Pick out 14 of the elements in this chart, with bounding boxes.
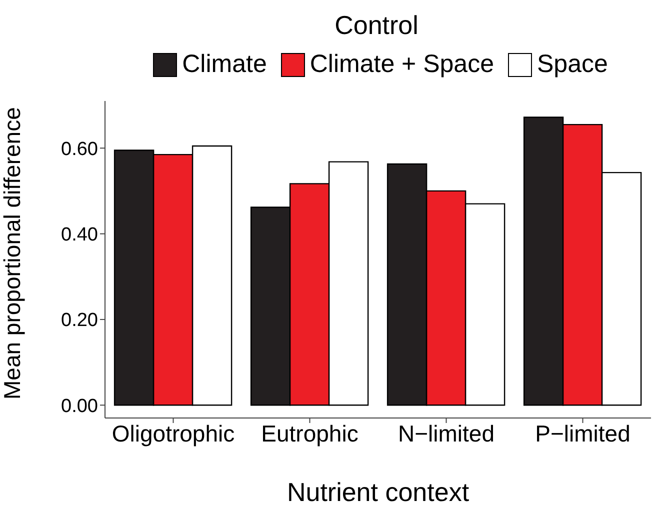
x-axis-title: Nutrient context bbox=[286, 477, 470, 507]
legend-label: Space bbox=[536, 50, 608, 79]
y-axis-title: Mean proportional difference bbox=[0, 107, 26, 400]
y-tick-label: 0.20 bbox=[61, 310, 98, 332]
y-tick-label: 0.60 bbox=[61, 138, 98, 160]
x-tick-label: Oligotrophic bbox=[112, 420, 235, 446]
x-tick-label: N−limited bbox=[398, 420, 495, 446]
chart-title: Control bbox=[334, 10, 420, 41]
y-tick-label: 0.40 bbox=[61, 224, 98, 246]
x-tick-label: P−limited bbox=[535, 420, 630, 446]
legend-label: Climate bbox=[182, 50, 267, 79]
x-tick-label: Eutrophic bbox=[261, 420, 358, 446]
y-tick-label: 0.00 bbox=[61, 396, 98, 417]
legend-label: Climate + Space bbox=[310, 50, 494, 79]
